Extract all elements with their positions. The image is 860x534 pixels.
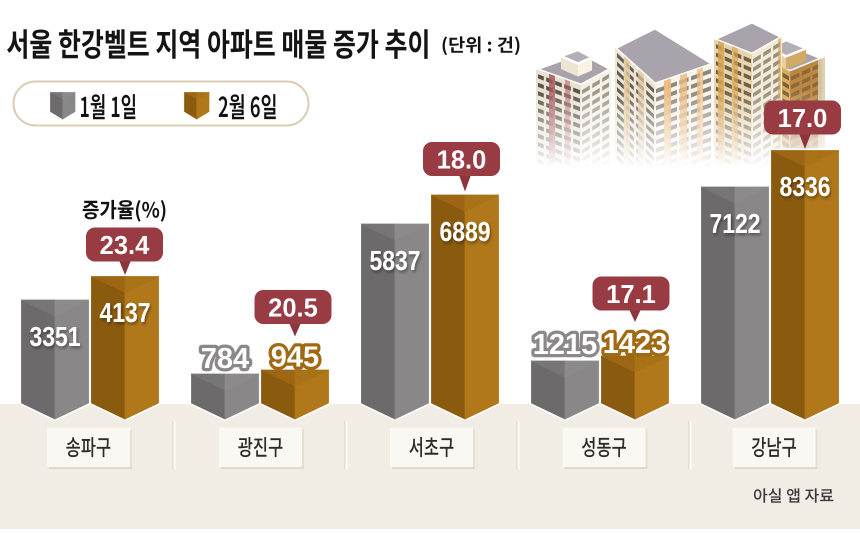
- svg-text:18.0: 18.0: [437, 147, 487, 175]
- svg-text:3351: 3351: [29, 322, 80, 353]
- svg-text:20.5: 20.5: [268, 295, 318, 323]
- svg-text:7122: 7122: [709, 209, 760, 240]
- svg-text:17.1: 17.1: [606, 281, 656, 309]
- svg-text:1215: 1215: [533, 329, 598, 361]
- svg-text:8336: 8336: [779, 172, 830, 203]
- svg-text:1423: 1423: [603, 328, 668, 360]
- svg-text:784: 784: [201, 343, 249, 375]
- svg-text:4137: 4137: [99, 298, 150, 329]
- svg-text:5837: 5837: [369, 246, 420, 277]
- svg-text:945: 945: [271, 342, 319, 374]
- svg-text:23.4: 23.4: [100, 232, 150, 260]
- svg-text:17.0: 17.0: [778, 105, 828, 133]
- svg-text:6889: 6889: [439, 217, 490, 248]
